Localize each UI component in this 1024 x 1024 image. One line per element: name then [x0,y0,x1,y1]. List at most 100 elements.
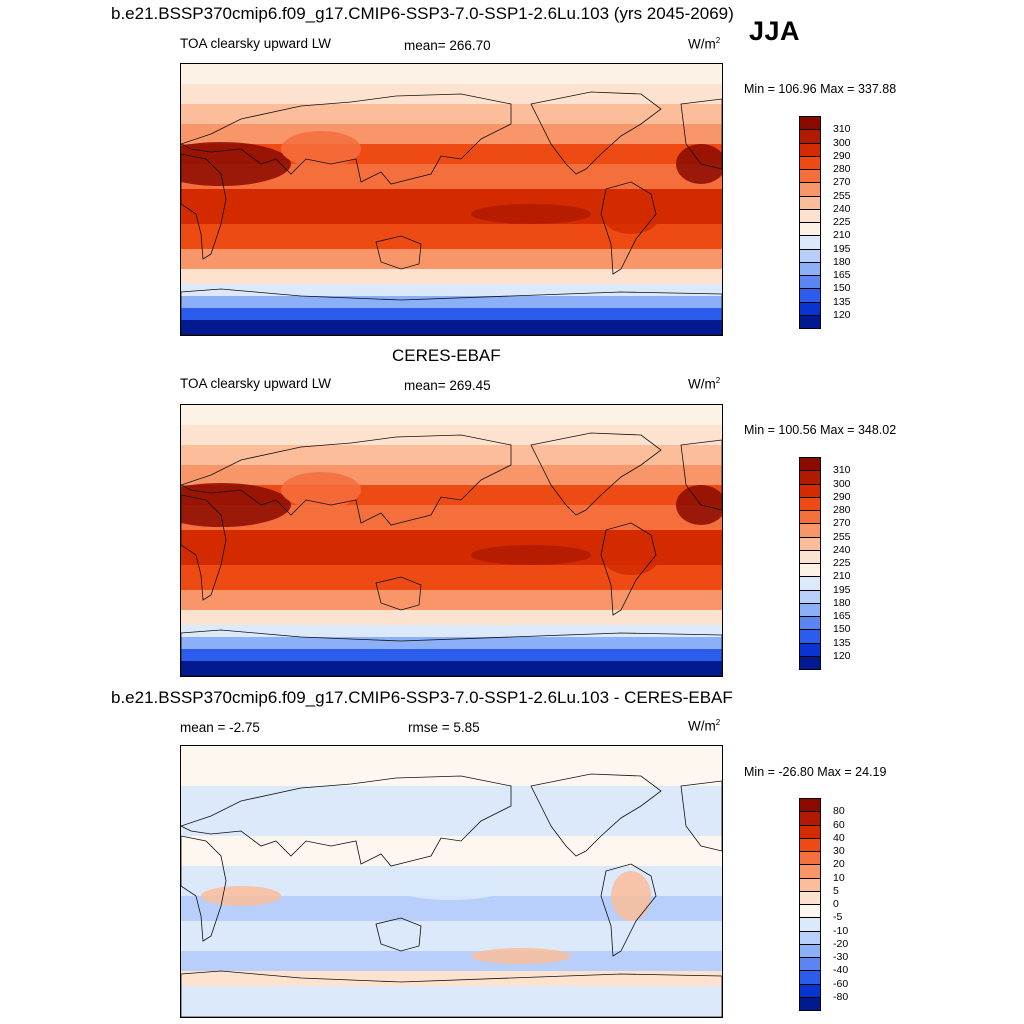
colorbar-label: -40 [833,964,849,977]
colorbar-swatch [799,602,821,617]
colorbar-label: -10 [833,924,849,937]
continent-outline [600,863,657,957]
zonal-band [181,269,722,284]
continent-outline [181,629,722,676]
colorbar-label: 290 [833,490,851,503]
colorbar-label: 270 [833,176,851,189]
colorbar-swatch [799,877,821,892]
field-anomaly [201,886,281,906]
colorbar-swatch [799,642,821,657]
colorbar-label: 225 [833,557,851,569]
continent-outline [375,235,422,270]
colorbar-swatch [799,195,821,210]
colorbar-label: -80 [833,990,849,1003]
colorbar-swatch [799,904,821,919]
panel3-title: b.e21.BSSP370cmip6.f09_g17.CMIP6-SSP3-7.… [111,688,733,707]
colorbar-swatch [799,235,821,250]
panel3-mean: mean = -2.75 [180,720,260,735]
colorbar-swatch [799,483,821,498]
colorbar-label: 180 [833,596,851,609]
continent-outline [181,775,512,867]
panel3-heatmap [181,746,722,1017]
field-anomaly [601,194,661,234]
colorbar-swatch [799,824,821,839]
field-anomaly [601,535,661,575]
field-anomaly [676,485,722,525]
colorbar-swatch [799,576,821,591]
zonal-band [181,308,722,320]
field-anomaly [181,142,291,186]
field-anomaly [471,204,591,224]
colorbar-label: 300 [833,477,851,490]
panel2-minmax: Min = 100.56 Max = 348.02 [744,423,897,437]
zonal-band [181,625,722,637]
colorbar-swatch [799,629,821,644]
continent-outline [600,522,657,616]
continent-outline [680,780,722,852]
continent-outline [530,432,662,516]
colorbar-swatch [799,864,821,879]
panel2-heatmap [181,405,722,676]
colorbar-label: 30 [833,845,845,857]
continent-outline [181,835,227,942]
zonal-band [181,951,722,971]
colorbar-swatch [799,549,821,564]
colorbar-label: 180 [833,255,851,268]
colorbar-label: 0 [833,898,839,910]
panel1-variable: TOA clearsky upward LW [180,36,332,51]
colorbar-swatch [799,616,821,631]
zonal-band [181,836,722,866]
colorbar-swatch [799,996,821,1011]
panel1-units: W/m2 [688,36,721,52]
colorbar-label: 240 [833,543,851,556]
colorbar-swatch [799,589,821,604]
colorbar-label: 120 [833,308,851,321]
field-anomaly [471,948,571,964]
colorbar-label: 150 [833,282,851,295]
colorbar-swatch [799,943,821,958]
colorbar-swatch [799,314,821,329]
colorbar-swatch [799,288,821,303]
continent-outline [181,93,512,185]
zonal-band [181,649,722,661]
colorbar-label: 120 [833,649,851,662]
panel1-map [180,63,723,336]
colorbar-swatch [799,208,821,223]
panel2-variable: TOA clearsky upward LW [180,376,332,391]
colorbar-label: 20 [833,858,845,871]
colorbar-swatch [799,917,821,932]
panel2-mean: mean= 269.45 [404,378,491,393]
continent-outline [530,773,662,857]
colorbar-label: 310 [833,123,851,136]
colorbar-label: 310 [833,464,851,477]
field-anomaly [181,483,291,527]
colorbar-swatch [799,182,821,197]
colorbar-label: 255 [833,189,851,202]
continent-outline [181,288,722,335]
colorbar-swatch [799,851,821,866]
season-label: JJA [749,16,801,46]
panel3-map [180,745,723,1018]
colorbar-label: 150 [833,623,851,636]
colorbar-swatch [799,169,821,184]
colorbar-label: -30 [833,951,849,963]
field-anomaly [391,872,511,900]
colorbar-label: 165 [833,610,851,622]
panel1-heatmap [181,64,722,335]
colorbar-swatch [799,457,821,472]
continent-outline [680,439,722,511]
panel1-mean: mean= 266.70 [404,38,491,53]
field-anomaly [281,472,361,508]
zonal-band [181,986,722,1017]
colorbar-swatch [799,957,821,972]
colorbar-label: 195 [833,583,851,596]
colorbar-label: 210 [833,229,851,242]
continent-outline [600,181,657,275]
colorbar-label: 135 [833,636,851,649]
colorbar-swatch [799,261,821,276]
colorbar-swatch [799,301,821,316]
zonal-band [181,590,722,610]
colorbar-label: 10 [833,871,845,884]
zonal-band [181,284,722,296]
continent-outline [181,494,227,601]
